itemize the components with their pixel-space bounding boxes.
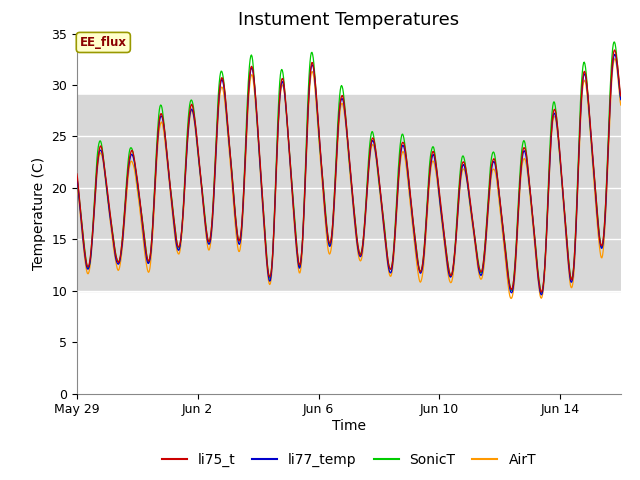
- Y-axis label: Temperature (C): Temperature (C): [31, 157, 45, 270]
- X-axis label: Time: Time: [332, 419, 366, 433]
- Bar: [77, 96, 621, 291]
- Text: EE_flux: EE_flux: [80, 36, 127, 49]
- Title: Instument Temperatures: Instument Temperatures: [238, 11, 460, 29]
- Legend: li75_t, li77_temp, SonicT, AirT: li75_t, li77_temp, SonicT, AirT: [156, 447, 541, 473]
